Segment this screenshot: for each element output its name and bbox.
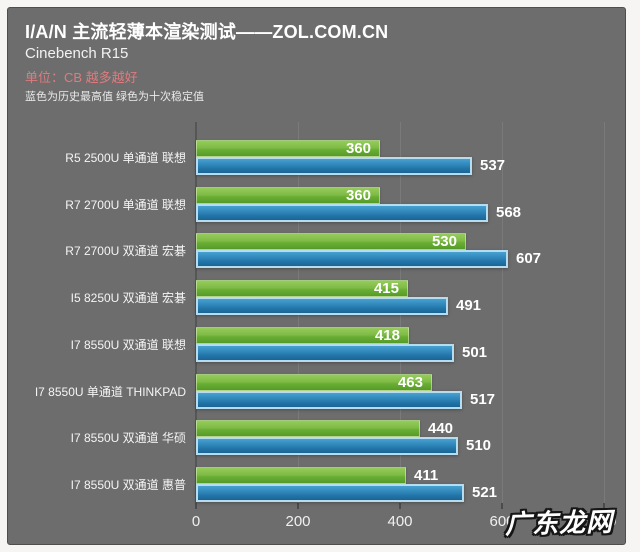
x-axis-label-800: 800: [591, 513, 617, 530]
value-label-stable: 418: [374, 327, 400, 344]
x-axis-tick-600: [501, 503, 503, 509]
value-label-best: 607: [516, 250, 542, 267]
category-label: I7 8550U 双通道 华硕: [70, 431, 186, 445]
gridline-800: [604, 122, 605, 503]
value-label-stable: 440: [428, 420, 454, 437]
bar-stable: [196, 280, 408, 297]
x-axis-tick-0: [195, 503, 197, 509]
value-label-best: 521: [472, 484, 498, 501]
legend-note: 蓝色为历史最高值 绿色为十次稳定值: [25, 91, 205, 103]
value-label-best: 537: [480, 157, 506, 174]
value-label-stable: 360: [345, 140, 371, 157]
bar-best: [196, 157, 472, 175]
bar-best: [196, 250, 508, 268]
value-label-stable: 530: [431, 233, 457, 250]
category-label: I7 8550U 单通道 THINKPAD: [34, 385, 186, 399]
bar-stable: [196, 374, 432, 391]
x-axis-label-200: 200: [285, 513, 311, 530]
category-label: I5 8250U 双通道 宏碁: [70, 291, 186, 305]
unit-note: 单位：CB 越多越好: [25, 70, 138, 85]
value-label-stable: 411: [414, 467, 439, 484]
bar-best: [196, 297, 448, 315]
chart-subtitle: Cinebench R15: [25, 45, 129, 62]
value-label-best: 517: [470, 391, 496, 408]
bar-stable: [196, 327, 409, 344]
category-label: I7 8550U 双通道 惠普: [70, 478, 186, 492]
watermark-text: 广东龙网: [504, 506, 614, 540]
value-label-best: 501: [462, 344, 488, 361]
value-label-stable: 360: [345, 187, 371, 204]
plot-area: 0 200 400 600 800 360 537 360 568 530 607 415 491 418…: [192, 122, 617, 530]
bar-stable: [196, 420, 420, 437]
bar-best: [196, 484, 464, 502]
category-label: R7 2700U 单通道 联想: [65, 198, 186, 212]
bar-stable: [196, 187, 380, 204]
bar-best: [196, 437, 458, 455]
gridline-600: [502, 122, 503, 503]
x-axis-label-600: 600: [489, 513, 515, 530]
bar-stable: [196, 467, 406, 484]
category-label: R7 2700U 双通道 宏碁: [65, 244, 186, 258]
x-axis-label-400: 400: [387, 513, 413, 530]
bar-best: [196, 204, 488, 222]
bar-stable: [196, 233, 466, 250]
bar-best: [196, 391, 462, 409]
category-label: R5 2500U 单通道 联想: [65, 151, 186, 165]
value-label-stable: 463: [397, 374, 423, 391]
value-label-best: 510: [466, 437, 492, 454]
x-axis-label-0: 0: [191, 513, 201, 530]
category-label: I7 8550U 双通道 联想: [70, 338, 186, 352]
x-axis-tick-800: [603, 503, 605, 509]
value-label-stable: 415: [373, 280, 399, 297]
value-label-best: 491: [456, 297, 482, 314]
x-axis-tick-200: [297, 503, 299, 509]
chart-panel: [7, 7, 626, 545]
value-label-best: 568: [496, 204, 522, 221]
x-axis-tick-400: [399, 503, 401, 509]
bar-best: [196, 344, 454, 362]
bar-stable: [196, 140, 380, 157]
chart-title: I/A/N 主流轻薄本渲染测试——ZOL.COM.CN: [25, 22, 389, 42]
